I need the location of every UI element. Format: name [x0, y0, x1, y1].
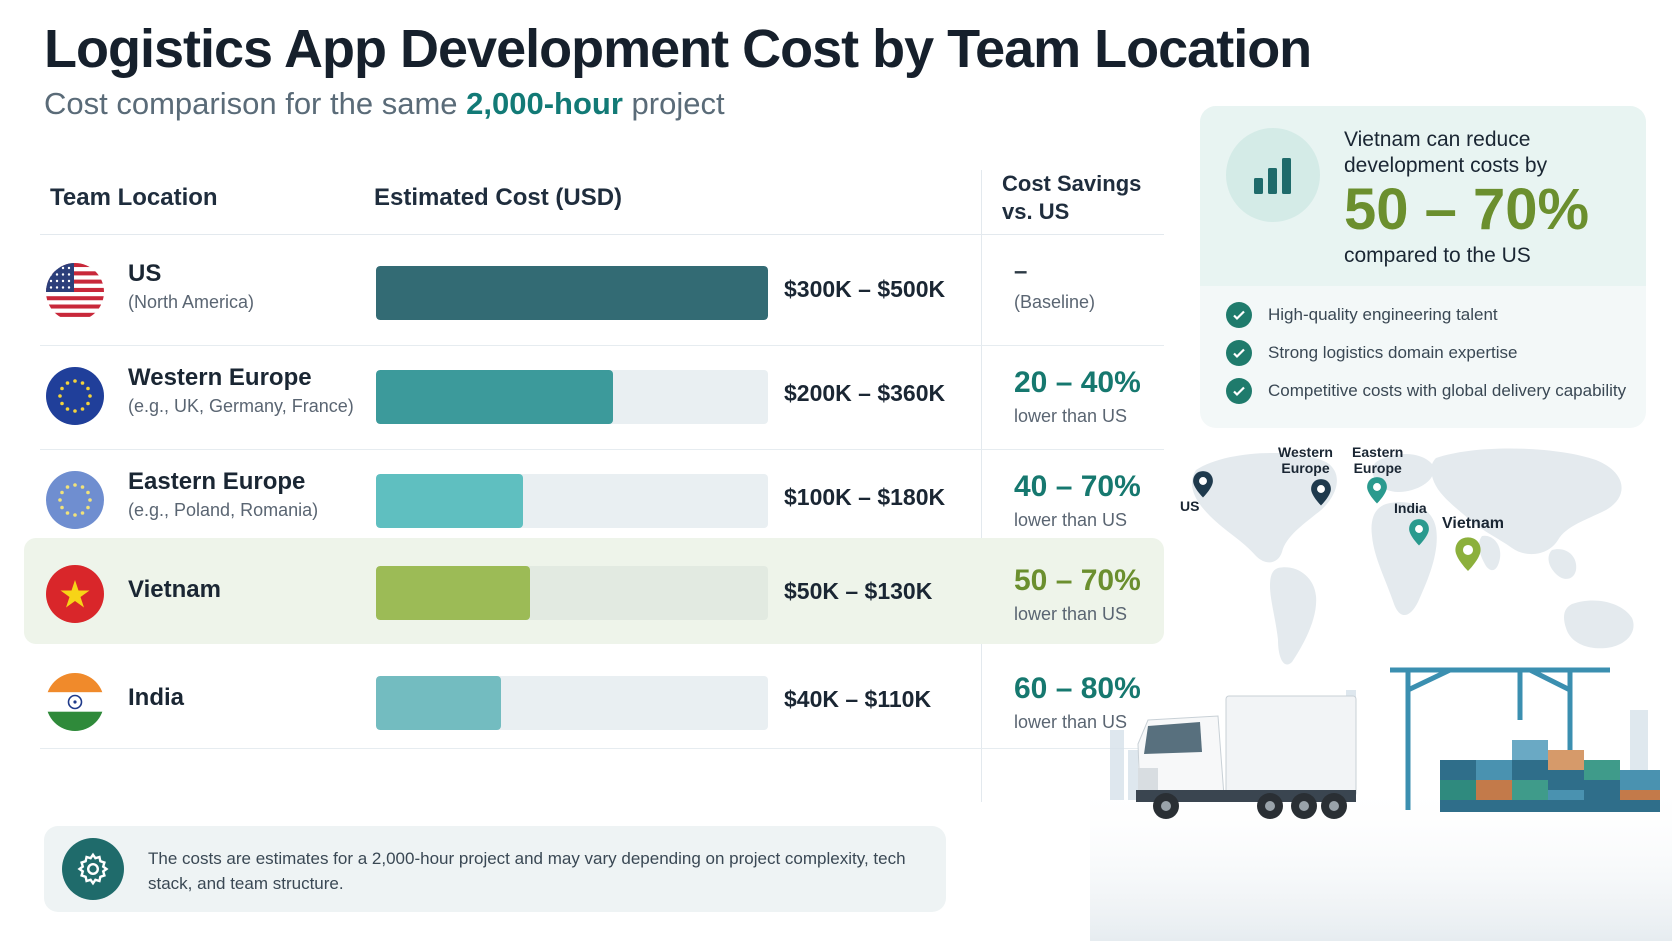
note-box: The costs are estimates for a 2,000-hour…	[44, 826, 946, 912]
callout-bullet: High-quality engineering talent	[1226, 300, 1646, 330]
location-name: Vietnam	[128, 576, 221, 603]
location-name: US	[128, 260, 162, 287]
subtitle-before: Cost comparison for the same	[44, 86, 467, 121]
map-pin-icon	[1409, 519, 1429, 546]
check-icon	[1226, 378, 1252, 404]
world-map-shapes	[1191, 448, 1634, 665]
cost-bar-track	[376, 370, 768, 424]
savings-subtext: lower than US	[1014, 604, 1128, 624]
location-name: Western Europe	[128, 364, 312, 391]
callout-bullet: Strong logistics domain expertise	[1226, 338, 1646, 368]
map-pin-label-line1: India	[1394, 500, 1427, 516]
cost-bar	[376, 566, 531, 620]
savings-value: –	[1014, 258, 1028, 285]
row-divider	[40, 345, 1164, 346]
table-row: India $40K – $110K 60 – 80% lower than US	[24, 646, 1164, 756]
cost-bar-track	[376, 474, 768, 528]
savings-value: 40 – 70%	[1014, 470, 1141, 503]
location-subtitle: (e.g., UK, Germany, France)	[128, 396, 354, 416]
map-pin-label-line1: Western	[1278, 444, 1333, 460]
india-flag-icon	[46, 673, 104, 731]
savings-subtext: lower than US	[1014, 712, 1128, 732]
map-pin-label: India	[1394, 500, 1427, 516]
header-cost: Estimated Cost (USD)	[374, 184, 623, 211]
callout-bullet-text: High-quality engineering talent	[1268, 305, 1498, 324]
subtitle-highlight: 2,000-hour	[466, 86, 623, 121]
map-pin-label: Eastern Europe	[1352, 444, 1403, 476]
cost-bar	[376, 676, 502, 730]
callout-line1: Vietnam can reduce	[1344, 128, 1531, 151]
location-name: Eastern Europe	[128, 468, 306, 495]
page-subtitle: Cost comparison for the same 2,000-hour …	[44, 86, 725, 122]
eu-flag-icon	[46, 367, 104, 425]
callout-bullet-text: Strong logistics domain expertise	[1268, 343, 1518, 362]
map-pin-label-line1: US	[1180, 498, 1200, 514]
map-pin-icon	[1193, 471, 1213, 498]
gear-icon	[62, 838, 124, 900]
savings-subtext: lower than US	[1014, 406, 1128, 426]
cost-table: Team Location Estimated Cost (USD) Cost …	[24, 160, 1164, 802]
header-divider	[40, 234, 1164, 235]
map-pin-label-line1: Eastern	[1352, 444, 1404, 460]
map-pin-icon	[1367, 477, 1387, 504]
header-savings-line1: Cost Savings	[1002, 171, 1142, 196]
callout-line2: development costs by	[1344, 154, 1548, 177]
savings-subtext: lower than US	[1014, 510, 1128, 530]
bar-chart-icon	[1226, 128, 1320, 222]
column-separator	[981, 170, 982, 802]
table-row: Western Europe (e.g., UK, Germany, France…	[24, 340, 1164, 450]
cost-bar	[376, 266, 768, 320]
savings-subtext: (Baseline)	[1014, 292, 1096, 312]
table-row: US (North America) $300K – $500K – (Baseline…	[24, 236, 1164, 346]
vietnam-flag-icon	[46, 565, 104, 623]
page-title: Logistics App Development Cost by Team L…	[44, 19, 1312, 79]
cost-label: $50K – $130K	[784, 578, 933, 604]
map-pin-icon	[1455, 537, 1481, 571]
check-icon	[1226, 302, 1252, 328]
note-text: The costs are estimates for a 2,000-hour…	[148, 849, 906, 893]
location-name: India	[128, 684, 185, 711]
map-pin-label-line1: Vietnam	[1442, 515, 1504, 532]
subtitle-after: project	[622, 86, 725, 121]
location-subtitle: (North America)	[128, 292, 255, 312]
row-divider	[40, 748, 1164, 749]
check-icon	[1226, 340, 1252, 366]
truck-port-illustration	[1090, 667, 1672, 941]
vietnam-callout: Vietnam can reduce development costs by …	[1200, 106, 1646, 428]
callout-line3: compared to the US	[1344, 244, 1531, 267]
us-flag-icon	[46, 263, 104, 321]
map-pin-icon	[1311, 479, 1331, 506]
callout-big-number: 50 – 70%	[1344, 177, 1590, 242]
map-pin-label: Vietnam	[1442, 516, 1504, 532]
world-map: US Western Europe Eastern Europe India Vietnam	[1180, 440, 1666, 680]
cost-bar	[376, 370, 614, 424]
cost-bar	[376, 474, 524, 528]
cost-label: $40K – $110K	[784, 686, 932, 712]
header-savings-line2: vs. US	[1002, 199, 1070, 224]
savings-value: 50 – 70%	[1014, 564, 1141, 597]
eastern-europe-flag-icon	[46, 471, 104, 529]
header-savings: Cost Savings vs. US	[1002, 170, 1141, 226]
map-pin-label: US	[1180, 498, 1199, 514]
cost-label: $200K – $360K	[784, 380, 946, 406]
callout-header: Vietnam can reduce development costs by …	[1200, 106, 1646, 286]
savings-value: 60 – 80%	[1014, 672, 1141, 705]
cost-label: $300K – $500K	[784, 276, 946, 302]
header-location: Team Location	[50, 184, 218, 211]
cost-bar-track	[376, 266, 768, 320]
location-subtitle: (e.g., Poland, Romania)	[128, 500, 319, 520]
cost-label: $100K – $180K	[784, 484, 946, 510]
callout-bullet: Competitive costs with global delivery c…	[1226, 376, 1646, 406]
callout-bullet-text: Competitive costs with global delivery c…	[1268, 381, 1627, 400]
cost-bar-track	[376, 676, 768, 730]
table-row: Eastern Europe (e.g., Poland, Romania) $10…	[24, 444, 1164, 554]
map-pin-label-line2: Europe	[1281, 460, 1330, 476]
table-row: Vietnam $50K – $130K 50 – 70% lower than US	[24, 538, 1164, 644]
row-divider	[40, 449, 1164, 450]
savings-value: 20 – 40%	[1014, 366, 1141, 399]
map-pin-label: Western Europe	[1278, 444, 1333, 476]
cost-bar-track	[376, 566, 768, 620]
map-pin-label-line2: Europe	[1353, 460, 1402, 476]
logistics-scene	[1090, 660, 1672, 941]
